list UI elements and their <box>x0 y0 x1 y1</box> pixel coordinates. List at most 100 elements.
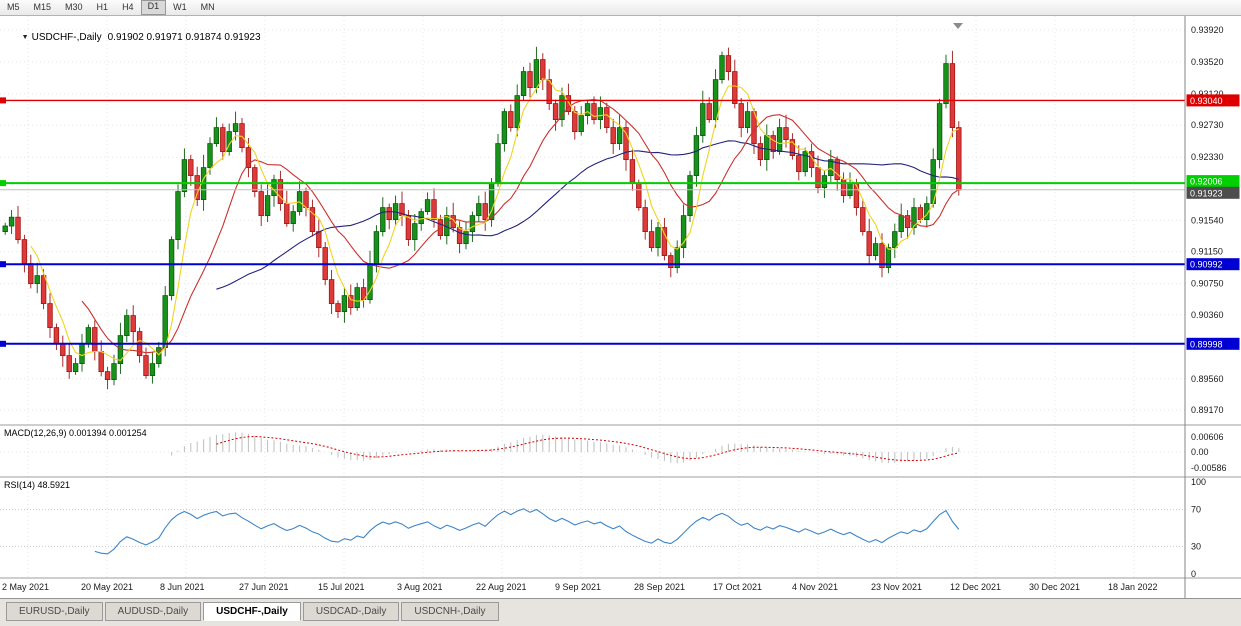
candle <box>2 225 8 232</box>
chart-tab-usdchf[interactable]: USDCHF-,Daily <box>203 602 301 621</box>
candle <box>559 95 565 120</box>
chart-tabs-bar: EURUSD-,Daily AUDUSD-,Daily USDCHF-,Daily U… <box>0 598 1241 626</box>
macd-axis-label: 0.00 <box>1191 447 1209 457</box>
candle <box>853 183 860 209</box>
chart-background <box>0 16 1241 598</box>
candle <box>309 207 316 233</box>
candle <box>866 231 872 257</box>
hline-anchor-resistance-red[interactable] <box>0 97 6 104</box>
macd-indicator-label: MACD(12,26,9) 0.001394 0.001254 <box>4 428 147 438</box>
chevron-down-icon[interactable]: ▼ <box>21 34 29 41</box>
candle <box>648 231 655 249</box>
candle <box>834 159 840 181</box>
candle <box>168 239 175 297</box>
price-axis-label: 0.93120 <box>1191 89 1224 99</box>
candle <box>463 231 469 245</box>
chart-area[interactable]: 0.93920 0.93520 0.93120 0.92730 0.92330 0.915… <box>0 16 1241 598</box>
candle <box>687 175 693 217</box>
rsi-indicator-label: RSI(14) 48.5921 <box>4 480 71 490</box>
candle <box>220 127 226 152</box>
candle <box>92 327 98 353</box>
candle <box>828 159 834 177</box>
date-axis-label: 28 Sep 2021 <box>634 582 685 592</box>
timeframe-button-mn[interactable]: MN <box>200 2 215 12</box>
candle <box>578 115 584 132</box>
candle <box>258 191 264 217</box>
symbol-period-label: USDCHF-,Daily <box>31 32 102 43</box>
timeframe-button-m30[interactable]: M30 <box>65 2 83 12</box>
candle <box>284 203 290 225</box>
candle <box>412 223 418 241</box>
macd-axis-label: -0.00586 <box>1191 463 1227 473</box>
candle <box>194 175 200 201</box>
timeframe-button-m5[interactable]: M5 <box>7 2 20 12</box>
price-axis-label: 0.90750 <box>1191 279 1224 289</box>
price-badge-support-green[interactable] <box>1186 175 1240 188</box>
chart-tab-usdcad[interactable]: USDCAD-,Daily <box>302 602 400 621</box>
price-axis-label: 0.89170 <box>1191 405 1224 415</box>
price-badge-resistance-red[interactable] <box>1186 94 1240 107</box>
hline-anchor-support-blue-upper[interactable] <box>0 261 6 268</box>
candle <box>674 247 680 269</box>
price-chart-canvas[interactable]: 0.93920 0.93520 0.93120 0.92730 0.92330 0.915… <box>0 16 1241 598</box>
candle <box>207 143 213 168</box>
candle <box>680 215 687 249</box>
price-badge-support-blue-lower-text: 0.89998 <box>1190 339 1223 349</box>
candle <box>732 71 738 104</box>
price-badge-support-blue-upper[interactable] <box>1186 258 1240 271</box>
candle <box>213 127 220 144</box>
timeframe-button-d1[interactable]: D1 <box>140 0 167 15</box>
candle <box>776 127 783 152</box>
candle <box>290 211 296 225</box>
date-axis-label: 4 Nov 2021 <box>792 582 838 592</box>
date-axis-label: 9 Sep 2021 <box>555 582 601 592</box>
chart-tab-eurusd[interactable]: EURUSD-,Daily <box>6 602 103 621</box>
candle <box>85 327 92 345</box>
shift-marker-icon <box>953 23 963 29</box>
candle <box>60 343 66 357</box>
candle <box>181 159 188 193</box>
candle <box>514 95 520 128</box>
macd-axis-label: 0.00606 <box>1191 432 1224 442</box>
chart-tab-usdcnh[interactable]: USDCNH-,Daily <box>401 602 499 621</box>
candle <box>738 103 744 128</box>
candle <box>597 107 604 120</box>
candle <box>252 167 258 193</box>
timeframe-button-w1[interactable]: W1 <box>173 2 187 12</box>
candle <box>546 79 552 104</box>
candle <box>802 151 808 173</box>
price-badge-support-blue-lower[interactable] <box>1186 337 1240 350</box>
candle <box>911 207 917 229</box>
candle <box>8 216 15 227</box>
candle <box>815 167 821 189</box>
ohlc-values: 0.91902 0.91971 0.91874 0.91923 <box>107 32 261 43</box>
candle <box>495 143 501 184</box>
candle <box>796 155 802 173</box>
hline-anchor-support-blue-lower[interactable] <box>0 340 6 347</box>
candle <box>437 219 444 237</box>
price-axis-label: 0.93920 <box>1191 25 1224 35</box>
candle <box>386 207 392 221</box>
timeframe-button-h1[interactable]: H1 <box>96 2 109 12</box>
current-price-badge-text: 0.91923 <box>1190 188 1223 198</box>
date-axis-label: 17 Oct 2021 <box>713 582 762 592</box>
candle <box>188 159 194 177</box>
candle <box>904 215 911 229</box>
chart-tab-audusd[interactable]: AUDUSD-,Daily <box>104 602 202 621</box>
price-axis-label: 0.91540 <box>1191 215 1224 225</box>
candle <box>40 275 47 305</box>
candle <box>956 127 962 191</box>
candle <box>456 227 463 245</box>
candle <box>239 123 245 148</box>
timeframe-button-h4[interactable]: H4 <box>122 2 134 12</box>
price-badge-support-green-text: 0.92006 <box>1190 177 1223 187</box>
price-axis-label: 0.91150 <box>1191 247 1223 257</box>
candle <box>245 147 252 169</box>
hline-anchor-support-green[interactable] <box>0 180 6 187</box>
timeframe-button-m15[interactable]: M15 <box>33 2 52 12</box>
candle <box>872 243 879 257</box>
candle <box>405 215 412 241</box>
candle <box>271 179 277 197</box>
chart-title: ▼ USDCHF-,Daily 0.91902 0.91971 0.91874 0.… <box>5 21 261 54</box>
